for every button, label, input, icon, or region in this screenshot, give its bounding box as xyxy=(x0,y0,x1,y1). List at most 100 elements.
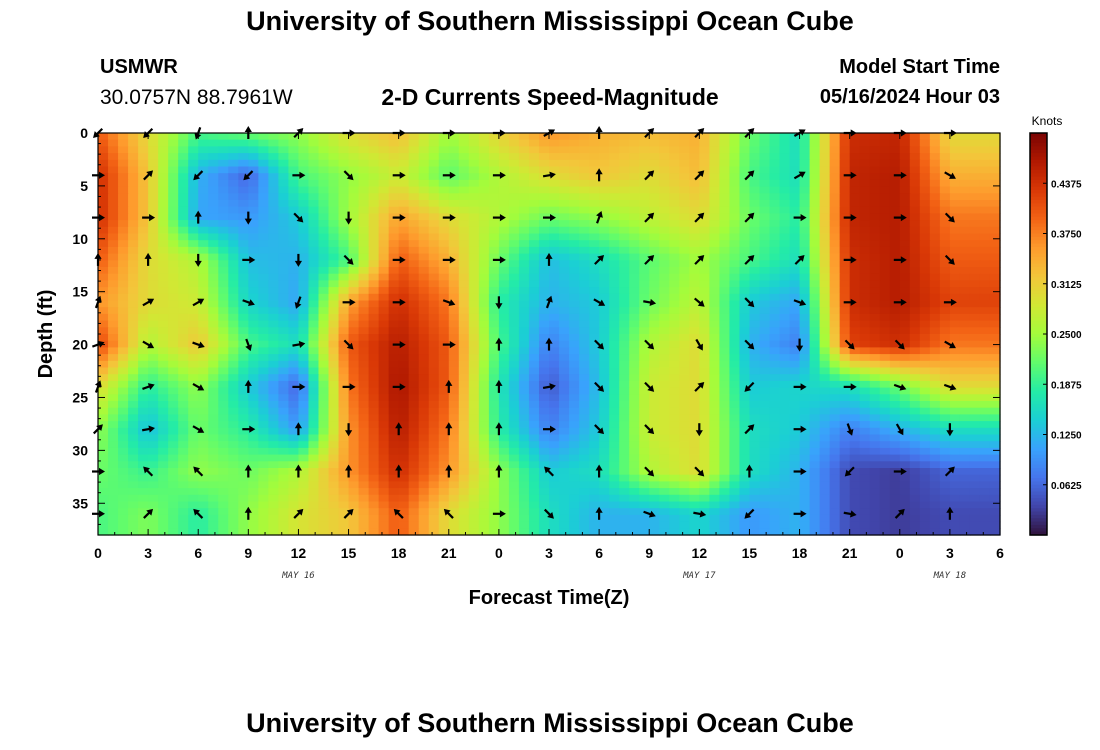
heat-cell xyxy=(478,200,490,208)
heat-cell xyxy=(979,206,991,214)
heat-cell xyxy=(649,193,660,201)
heat-cell xyxy=(358,233,370,241)
heat-cell xyxy=(939,407,951,415)
heat-cell xyxy=(268,253,279,261)
heat-cell xyxy=(769,186,781,194)
heat-cell xyxy=(408,159,420,168)
heat-cell xyxy=(689,146,700,154)
heat-cell xyxy=(889,374,901,382)
heat-cell xyxy=(729,246,741,255)
heat-cell xyxy=(278,159,290,168)
heat-cell xyxy=(528,206,540,214)
heat-cell xyxy=(468,407,480,415)
heat-cell xyxy=(699,481,710,489)
heat-cell xyxy=(458,474,470,482)
heat-cell xyxy=(378,394,390,402)
heat-cell xyxy=(969,380,981,389)
heat-cell xyxy=(528,179,540,188)
heat-cell xyxy=(649,387,660,395)
heat-cell xyxy=(589,159,600,168)
heat-cell xyxy=(659,313,670,322)
heat-cell xyxy=(258,327,269,335)
heat-cell xyxy=(358,334,370,342)
heat-cell xyxy=(378,354,390,362)
heat-cell xyxy=(258,280,269,288)
heat-cell xyxy=(979,253,991,261)
heat-cell xyxy=(569,233,580,241)
heat-cell xyxy=(989,213,1001,221)
heat-cell xyxy=(639,427,650,436)
heat-cell xyxy=(168,354,179,362)
heat-cell xyxy=(458,320,470,328)
heat-cell xyxy=(839,447,851,456)
heat-cell xyxy=(579,300,590,308)
heat-cell xyxy=(318,347,330,355)
heat-cell xyxy=(569,260,580,268)
heat-cell xyxy=(939,374,951,382)
heat-cell xyxy=(929,173,941,181)
heat-cell xyxy=(559,273,570,281)
heat-cell xyxy=(919,287,931,295)
heat-cell xyxy=(939,300,951,308)
heat-cell xyxy=(849,401,861,409)
heat-cell xyxy=(128,287,139,295)
heat-cell xyxy=(619,193,630,201)
heat-cell xyxy=(629,253,640,261)
heat-cell xyxy=(298,313,310,322)
heat-cell xyxy=(138,133,149,141)
heat-cell xyxy=(899,313,911,322)
heat-cell xyxy=(979,213,991,221)
heat-cell xyxy=(769,273,781,281)
heat-cell xyxy=(218,273,229,281)
heat-cell xyxy=(298,166,310,174)
heat-cell xyxy=(348,220,360,228)
heat-cell xyxy=(819,200,831,208)
heat-cell xyxy=(659,173,670,181)
heat-cell xyxy=(839,307,851,315)
heat-cell xyxy=(899,401,911,409)
heat-cell xyxy=(949,166,961,174)
heat-cell xyxy=(458,334,470,342)
heat-cell xyxy=(799,494,811,503)
heat-cell xyxy=(218,260,229,268)
heat-cell xyxy=(629,461,640,469)
heat-cell xyxy=(458,347,470,355)
heat-cell xyxy=(669,394,680,402)
heat-cell xyxy=(879,186,891,194)
heat-cell xyxy=(278,374,290,382)
heat-cell xyxy=(158,427,169,436)
heat-cell xyxy=(779,494,791,503)
heat-cell xyxy=(879,280,891,288)
heat-cell xyxy=(408,213,420,221)
heat-cell xyxy=(438,186,450,194)
heat-cell xyxy=(508,280,520,288)
heat-cell xyxy=(619,441,630,449)
heat-cell xyxy=(518,327,530,335)
heat-cell xyxy=(549,447,560,456)
heat-cell xyxy=(669,447,680,456)
heat-cell xyxy=(859,320,871,328)
heat-cell xyxy=(488,360,500,369)
heat-cell xyxy=(989,233,1001,241)
heat-cell xyxy=(799,240,811,248)
heat-cell xyxy=(759,407,771,415)
heat-cell xyxy=(508,481,520,489)
heat-cell xyxy=(238,474,249,482)
heat-cell xyxy=(749,193,761,201)
heat-cell xyxy=(488,253,500,261)
heat-cell xyxy=(238,179,249,188)
heat-cell xyxy=(969,146,981,154)
heat-cell xyxy=(789,193,801,201)
heat-cell xyxy=(528,159,540,168)
heat-cell xyxy=(238,226,249,235)
heat-cell xyxy=(458,307,470,315)
heat-cell xyxy=(248,340,259,348)
heat-cell xyxy=(859,246,871,255)
heat-cell xyxy=(348,427,360,436)
heat-cell xyxy=(779,461,791,469)
heat-cell xyxy=(418,213,430,221)
heat-cell xyxy=(659,380,670,389)
heat-cell xyxy=(549,313,560,322)
heat-cell xyxy=(518,293,530,302)
heat-cell xyxy=(839,139,851,147)
